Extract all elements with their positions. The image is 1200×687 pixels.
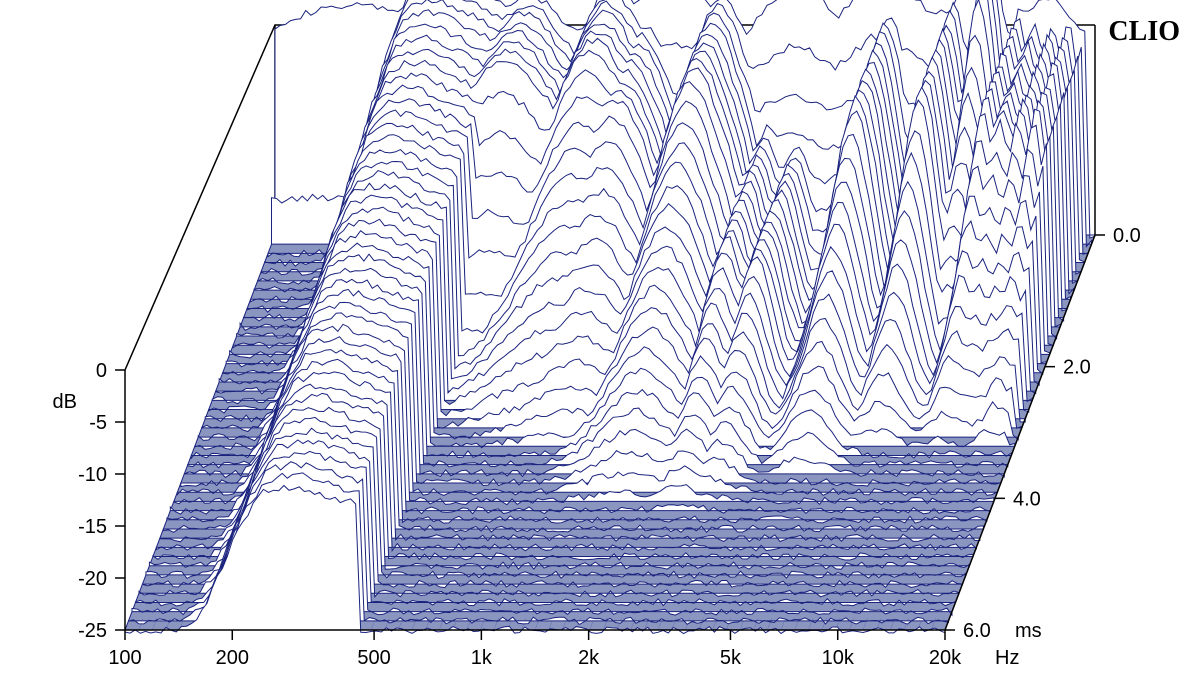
x-tick-label: 200	[216, 647, 249, 669]
y-tick-label: -10	[78, 464, 107, 486]
x-axis-label: Hz	[995, 647, 1019, 669]
t-tick-label: 6.0	[963, 620, 991, 642]
y-tick-label: -25	[78, 620, 107, 642]
t-axis-label: ms	[1015, 620, 1042, 642]
waterfall-svg: 100 200 500 1k 2k 5k 10k 20k Hz 0 -5 -10 -15 -20 -25 dB…	[0, 0, 1200, 687]
x-tick-label: 20k	[929, 647, 962, 669]
waterfall-plot: { "brand": "CLIO", "brand_fontsize": 28,…	[0, 0, 1200, 687]
x-tick-label: 500	[357, 647, 390, 669]
x-tick-label: 2k	[578, 647, 600, 669]
t-tick-label: 0.0	[1113, 225, 1141, 247]
x-tick-label: 5k	[720, 647, 742, 669]
waterfall-slices	[125, 0, 1095, 634]
x-tick-label: 10k	[822, 647, 855, 669]
x-tick-label: 100	[108, 647, 141, 669]
y-tick-label: -15	[78, 516, 107, 538]
y-tick-label: 0	[96, 360, 107, 382]
y-tick-label: -20	[78, 568, 107, 590]
y-axis-label: dB	[53, 391, 77, 413]
brand-label: CLIO	[1108, 16, 1180, 47]
t-tick-label: 2.0	[1063, 357, 1091, 379]
t-tick-label: 4.0	[1013, 488, 1041, 510]
y-tick-label: -5	[89, 412, 107, 434]
x-tick-label: 1k	[471, 647, 493, 669]
